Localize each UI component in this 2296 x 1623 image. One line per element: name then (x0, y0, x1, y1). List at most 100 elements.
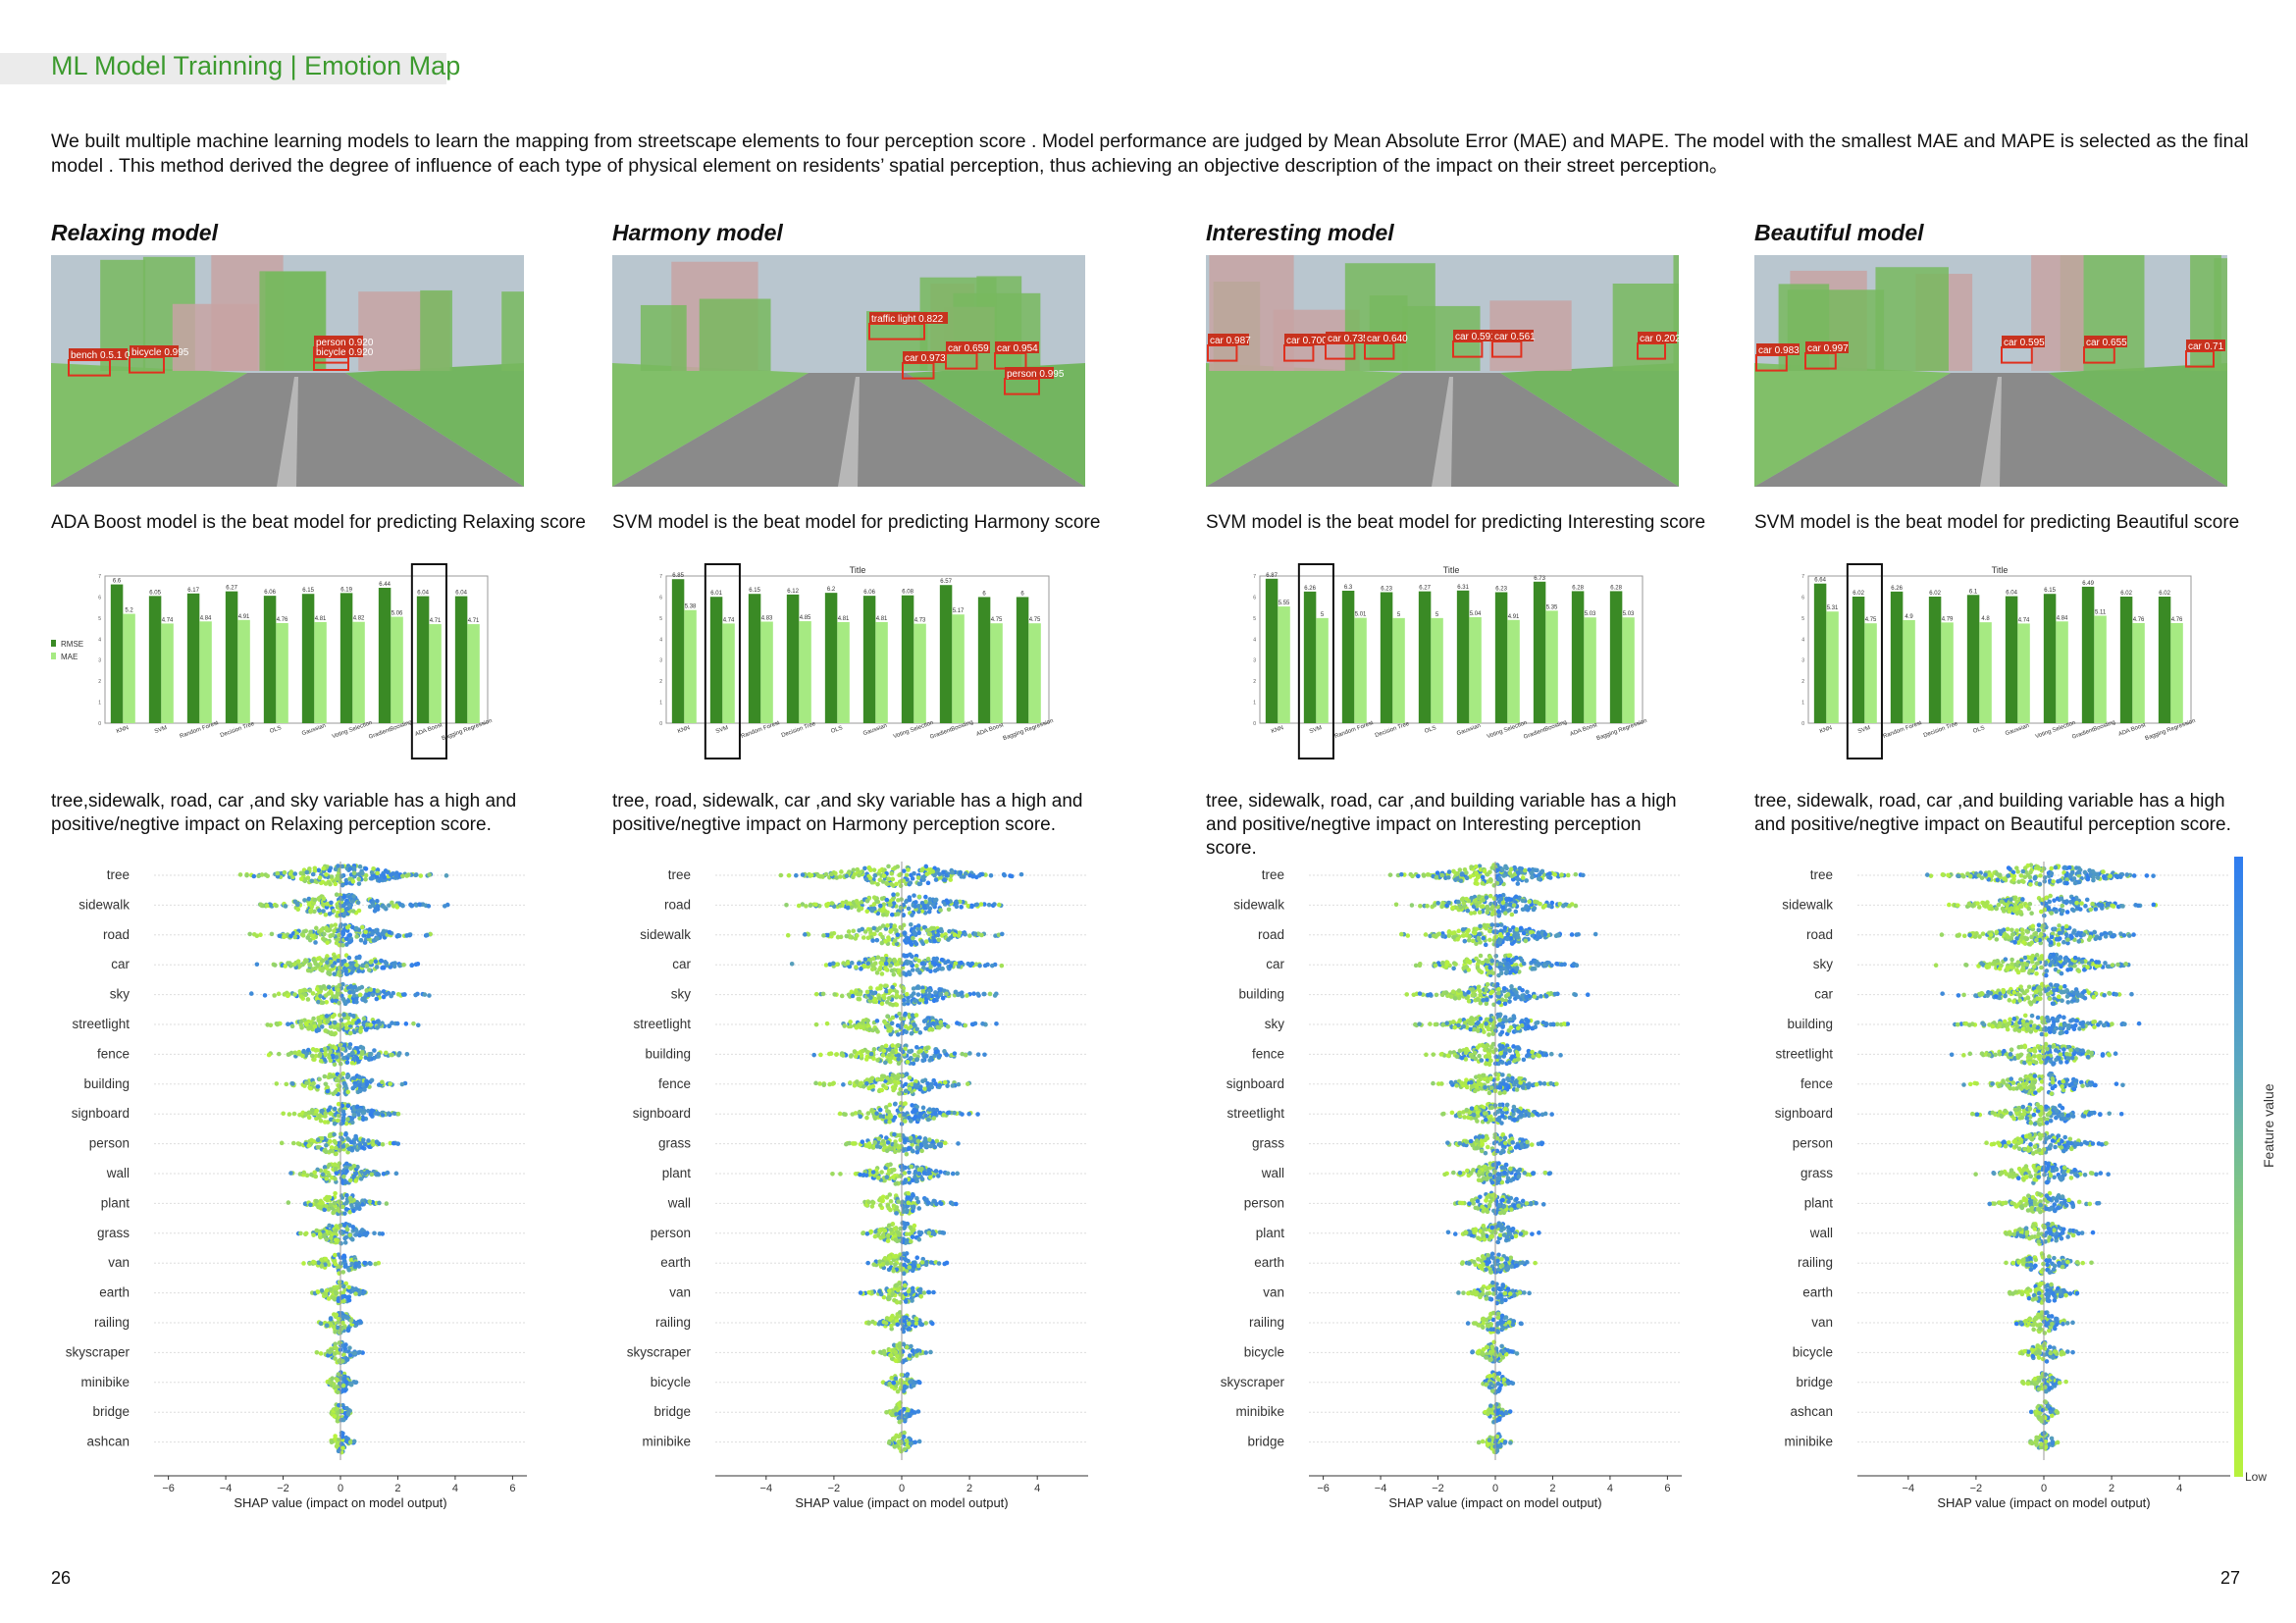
shap-dot (900, 1199, 906, 1205)
shap-dot (972, 931, 978, 936)
rmse-bar (339, 593, 353, 723)
shap-dot (289, 1023, 295, 1029)
shap-dot (851, 928, 857, 934)
shap-dot (876, 995, 882, 1001)
shap-dot (315, 1084, 321, 1089)
shap-dot (929, 1026, 935, 1032)
shap-dot (820, 991, 826, 997)
shap-dot (251, 873, 257, 879)
shap-dot (276, 1051, 282, 1057)
shap-dot (928, 1143, 933, 1149)
shap-dot (353, 1178, 358, 1183)
shap-dot (357, 1288, 363, 1294)
shap-dot (372, 1230, 377, 1236)
shap-dot (858, 1024, 863, 1030)
shap-dot (933, 990, 938, 995)
rmse-bar (939, 585, 953, 723)
shap-dot (914, 1149, 920, 1155)
shap-dot (813, 902, 818, 908)
shap-dot (374, 965, 380, 969)
shap-dot (417, 902, 422, 907)
shap-dot (920, 985, 925, 991)
shap-dot (954, 900, 960, 906)
shap-dot (896, 1042, 901, 1048)
shap-dot (877, 868, 883, 873)
shap-dot (887, 1027, 893, 1033)
shap-dot (963, 931, 967, 937)
shap-dot (324, 871, 329, 877)
shap-dot (911, 1193, 915, 1198)
shap-dot (388, 1081, 392, 1086)
shap-dot (400, 903, 405, 909)
shap-dot (300, 933, 306, 938)
shap-dot (865, 1260, 870, 1266)
shap-dot (902, 1001, 907, 1007)
shap-dot (875, 955, 881, 960)
shap-dot (371, 1020, 377, 1025)
shap-dot (869, 967, 875, 972)
shap-dot (948, 964, 954, 969)
vegetation-right (345, 363, 524, 487)
shap-dot (942, 1079, 948, 1085)
shap-dot (342, 1240, 348, 1245)
shap-dot (317, 1205, 323, 1210)
shap-dot (925, 1081, 930, 1086)
shap-dot (953, 989, 959, 995)
shap-dot (356, 969, 361, 973)
shap-dot (898, 883, 904, 889)
shap-dot (874, 1144, 880, 1149)
shap-feature-label: earth (660, 1255, 691, 1270)
shap-dot (292, 992, 297, 997)
shap-dot (282, 934, 287, 940)
shap-dot (874, 899, 879, 904)
shap-dot (893, 1283, 898, 1288)
shap-x-tick-label: −6 (162, 1483, 175, 1494)
shap-dot (901, 922, 907, 928)
bar-value-label: 4.73 (914, 618, 926, 624)
shap-dot (330, 963, 336, 969)
shap-dot (362, 1260, 367, 1266)
shap-dot (337, 1402, 341, 1408)
rmse-bar (301, 594, 315, 723)
shap-dot (888, 1079, 893, 1085)
shap-dot (908, 921, 913, 927)
shap-dot (298, 1230, 303, 1236)
shap-dot (958, 870, 963, 876)
shap-dot (893, 1237, 899, 1242)
shap-feature-label: plant (101, 1195, 130, 1210)
shap-dot (393, 1171, 399, 1177)
shap-dot (874, 1111, 879, 1116)
shap-dot (323, 1256, 329, 1262)
shap-dot (888, 1056, 893, 1062)
shap-dot (981, 902, 987, 907)
bar-category-label: Decision Tree (220, 721, 256, 739)
shap-dot (913, 941, 919, 947)
shap-dot (373, 959, 379, 965)
variable-impact-text: tree, road, sidewalk, car ,and sky varia… (612, 791, 1083, 835)
shap-feature-label: grass (658, 1136, 691, 1151)
bar-value-label: 6.04 (417, 591, 429, 597)
shap-dot (817, 1081, 822, 1086)
shap-dot (334, 1224, 339, 1229)
shap-dot (333, 1356, 338, 1361)
shap-dot (350, 899, 355, 904)
shap-dot (340, 1294, 345, 1299)
shap-dot (311, 1016, 316, 1021)
shap-dot (915, 1138, 921, 1144)
shap-dot (879, 1044, 885, 1050)
shap-dot (855, 866, 861, 872)
shap-dot (898, 871, 904, 877)
shap-dot (938, 991, 944, 997)
shap-dot (881, 1294, 887, 1300)
shap-dot (295, 959, 301, 965)
shap-dot (308, 1085, 313, 1091)
shap-dot (857, 961, 861, 967)
shap-dot (311, 957, 316, 963)
shap-dot (414, 872, 419, 877)
shap-dot (332, 1062, 338, 1068)
bar-value-label: 6.04 (455, 591, 467, 597)
shap-feature-label: grass (97, 1226, 130, 1240)
shap-feature-label: earth (99, 1285, 130, 1300)
shap-dot (351, 1112, 357, 1118)
shap-dot (880, 1194, 886, 1200)
